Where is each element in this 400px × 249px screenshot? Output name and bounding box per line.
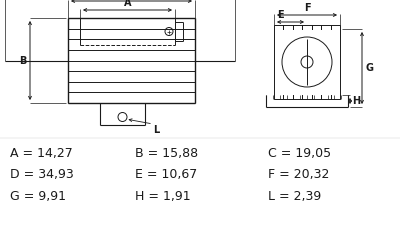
Text: L: L bbox=[153, 125, 159, 135]
Text: H = 1,91: H = 1,91 bbox=[135, 189, 191, 202]
Text: B: B bbox=[20, 56, 27, 65]
Text: F = 20,32: F = 20,32 bbox=[268, 168, 329, 181]
Text: H: H bbox=[352, 96, 360, 106]
Text: G = 9,91: G = 9,91 bbox=[10, 189, 66, 202]
Text: A = 14,27: A = 14,27 bbox=[10, 146, 73, 160]
Text: L = 2,39: L = 2,39 bbox=[268, 189, 321, 202]
Text: C = 19,05: C = 19,05 bbox=[268, 146, 331, 160]
Text: E = 10,67: E = 10,67 bbox=[135, 168, 197, 181]
Text: B = 15,88: B = 15,88 bbox=[135, 146, 198, 160]
Text: D = 34,93: D = 34,93 bbox=[10, 168, 74, 181]
Text: E: E bbox=[277, 10, 284, 20]
Text: F: F bbox=[304, 3, 310, 13]
Text: G: G bbox=[365, 63, 373, 73]
Text: A: A bbox=[124, 0, 131, 8]
